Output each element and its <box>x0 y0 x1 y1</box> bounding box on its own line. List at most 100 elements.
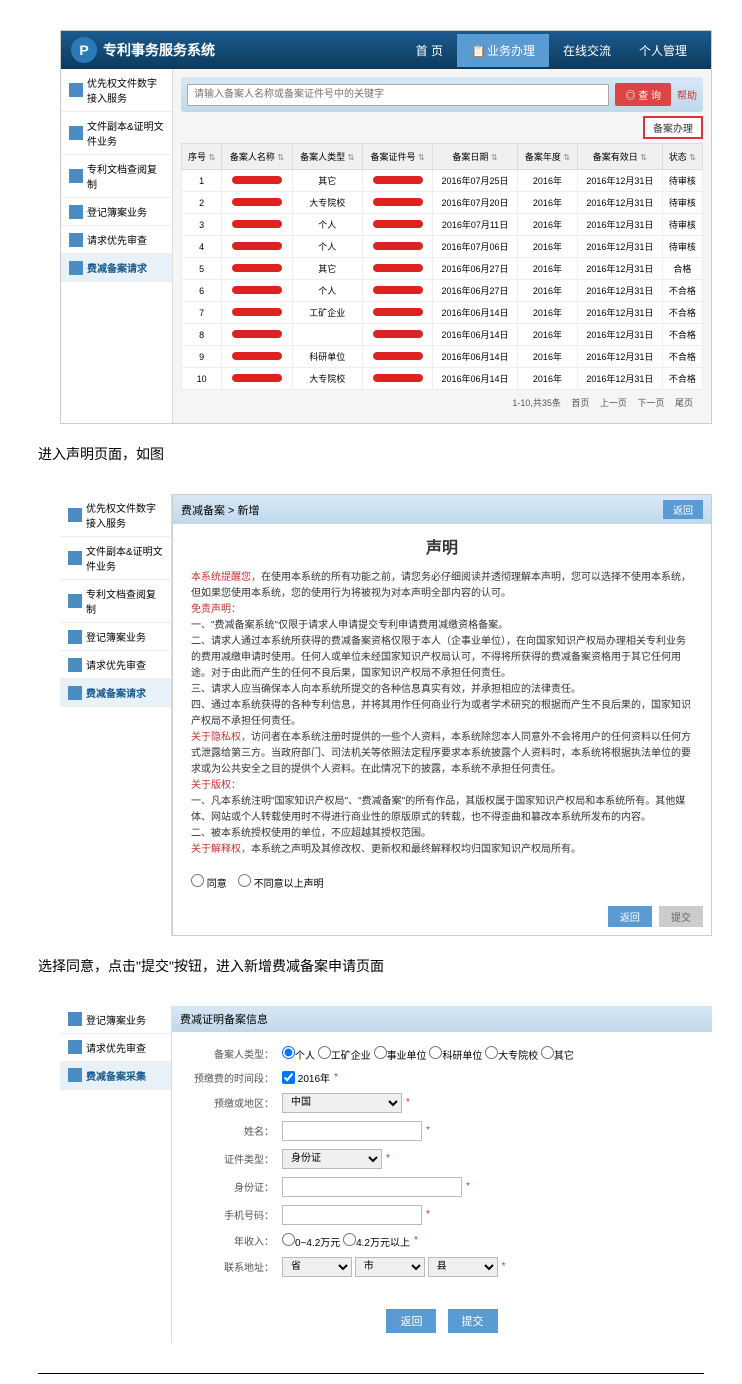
form-back-button[interactable]: 返回 <box>386 1309 436 1333</box>
statement-panel: 费减备案 > 新增 返回 声明 本系统提醒您，在使用本系统的所有功能之前，请您务… <box>172 494 712 936</box>
sidebar3-register[interactable]: 登记簿案业务 <box>60 1006 171 1034</box>
type-radio-0[interactable]: 个人 <box>282 1051 318 1062</box>
city-select[interactable]: 市 <box>355 1257 425 1277</box>
back-button[interactable]: 返回 <box>663 500 703 519</box>
sidebar-item-review[interactable]: 请求优先审查 <box>61 226 172 254</box>
sidebar: 优先权文件数字接入服务 文件副本&证明文件业务 专利文档查阅复制 登记簿案业务 … <box>61 69 173 423</box>
form-header: 费减证明备案信息 <box>172 1006 712 1032</box>
country-select[interactable]: 中国 <box>282 1093 402 1113</box>
sidebar2-copy[interactable]: 文件副本&证明文件业务 <box>60 537 171 580</box>
stmt-p2: 二、请求人通过本系统所获得的费减备案资格仅限于本人（企事业单位），在向国家知识产… <box>191 634 693 682</box>
nav-personal[interactable]: 个人管理 <box>625 34 701 67</box>
income-radio-1[interactable]: 4.2万元以上 <box>343 1238 410 1249</box>
table-header[interactable]: 备案日期 ⇅ <box>433 144 518 170</box>
table-row[interactable]: 3个人2016年07月11日2016年2016年12月31日待审核 <box>182 214 703 236</box>
search-button[interactable]: ◎ 查 询 <box>615 83 671 106</box>
nav-business[interactable]: 📋业务办理 <box>457 34 549 67</box>
table-row[interactable]: 10大专院校2016年06月14日2016年2016年12月31日不合格 <box>182 368 703 390</box>
sidebar-2: 优先权文件数字接入服务 文件副本&证明文件业务 专利文档查阅复制 登记簿案业务 … <box>60 494 172 936</box>
record-action-button[interactable]: 备案办理 <box>643 116 703 139</box>
county-select[interactable]: 县 <box>428 1257 498 1277</box>
sidebar-item-register[interactable]: 登记簿案业务 <box>61 198 172 226</box>
breadcrumb: 费减备案 > 新增 <box>181 502 260 518</box>
table-header[interactable]: 备案证件号 ⇅ <box>362 144 432 170</box>
table-row[interactable]: 6个人2016年06月27日2016年2016年12月31日不合格 <box>182 280 703 302</box>
table-header[interactable]: 备案人类型 ⇅ <box>292 144 362 170</box>
warn-label: 本系统提醒您， <box>191 572 261 583</box>
business-icon: 📋 <box>471 44 483 56</box>
type-radio-3[interactable]: 科研单位 <box>429 1051 485 1062</box>
doc-icon <box>69 205 83 219</box>
doc-icon <box>69 233 83 247</box>
exp-text: 本系统之声明及其修改权、更新权和最终解释权均归国家知识产权局所有。 <box>251 844 581 855</box>
table-row[interactable]: 1其它2016年07月25日2016年2016年12月31日待审核 <box>182 170 703 192</box>
sidebar-item-priority[interactable]: 优先权文件数字接入服务 <box>61 69 172 112</box>
table-row[interactable]: 7工矿企业2016年06月14日2016年2016年12月31日不合格 <box>182 302 703 324</box>
income-label: 年收入： <box>192 1233 282 1248</box>
table-header[interactable]: 备案人名称 ⇅ <box>222 144 292 170</box>
page-last[interactable]: 尾页 <box>675 398 693 408</box>
app-header: P 专利事务服务系统 首 页 📋业务办理 在线交流 个人管理 <box>61 31 711 69</box>
page-first[interactable]: 首页 <box>571 398 589 408</box>
province-select[interactable]: 省 <box>282 1257 352 1277</box>
table-row[interactable]: 4个人2016年07月06日2016年2016年12月31日待审核 <box>182 236 703 258</box>
instruction-2: 选择同意，点击"提交"按钮，进入新增费减备案申请页面 <box>38 956 742 976</box>
form-panel: 费减证明备案信息 备案人类型： 个人 工矿企业 事业单位 科研单位 大专院校 其… <box>172 1006 712 1343</box>
name-input[interactable] <box>282 1121 422 1141</box>
contact-label: 联系地址： <box>192 1259 282 1274</box>
table-row[interactable]: 2大专院校2016年07月20日2016年2016年12月31日待审核 <box>182 192 703 214</box>
table-header[interactable]: 序号 ⇅ <box>182 144 222 170</box>
idtype-select[interactable]: 身份证 <box>282 1149 382 1169</box>
search-input[interactable] <box>187 84 609 106</box>
type-radio-5[interactable]: 其它 <box>541 1051 574 1062</box>
doc-icon <box>69 126 83 140</box>
phone-input[interactable] <box>282 1205 422 1225</box>
search-bar: ◎ 查 询 帮助 <box>181 77 703 112</box>
table-header[interactable]: 备案有效日 ⇅ <box>578 144 663 170</box>
pagination: 1-10,共35条 首页 上一页 下一页 尾页 <box>181 390 703 415</box>
nav-home[interactable]: 首 页 <box>402 34 457 67</box>
sidebar-item-copy[interactable]: 文件副本&证明文件业务 <box>61 112 172 155</box>
sidebar2-review[interactable]: 请求优先审查 <box>60 651 171 679</box>
type-radio-1[interactable]: 工矿企业 <box>318 1051 374 1062</box>
nav-tabs: 首 页 📋业务办理 在线交流 个人管理 <box>402 34 701 67</box>
doc-icon <box>69 83 83 97</box>
table-header[interactable]: 备案年度 ⇅ <box>517 144 577 170</box>
table-header[interactable]: 状态 ⇅ <box>662 144 702 170</box>
help-link[interactable]: 帮助 <box>677 87 697 102</box>
agree-radio[interactable]: 同意 <box>191 879 227 890</box>
stmt-back-button[interactable]: 返回 <box>608 906 652 927</box>
main-app-window: P 专利事务服务系统 首 页 📋业务办理 在线交流 个人管理 优先权文件数字接入… <box>60 30 712 424</box>
idno-input[interactable] <box>282 1177 462 1197</box>
table-row[interactable]: 9科研单位2016年06月14日2016年2016年12月31日不合格 <box>182 346 703 368</box>
page-divider <box>38 1373 704 1374</box>
type-radio-2[interactable]: 事业单位 <box>374 1051 430 1062</box>
doc-icon <box>68 1040 82 1054</box>
sidebar-item-feeReduction[interactable]: 费减备案请求 <box>61 254 172 282</box>
sidebar2-fee[interactable]: 费减备案请求 <box>60 679 171 707</box>
disagree-radio[interactable]: 不同意以上声明 <box>238 879 324 890</box>
year-check[interactable] <box>282 1071 295 1084</box>
nav-online[interactable]: 在线交流 <box>549 34 625 67</box>
page-prev[interactable]: 上一页 <box>600 398 627 408</box>
doc-icon <box>68 1012 82 1026</box>
sidebar2-priority[interactable]: 优先权文件数字接入服务 <box>60 494 171 537</box>
table-row[interactable]: 82016年06月14日2016年2016年12月31日不合格 <box>182 324 703 346</box>
form-submit-button[interactable]: 提交 <box>448 1309 498 1333</box>
sidebar2-view[interactable]: 专利文档查阅复制 <box>60 580 171 623</box>
doc-icon <box>68 658 82 672</box>
sidebar2-register[interactable]: 登记簿案业务 <box>60 623 171 651</box>
doc-icon <box>69 169 83 183</box>
table-row[interactable]: 5其它2016年06月27日2016年2016年12月31日合格 <box>182 258 703 280</box>
statement-title: 声明 <box>191 536 693 562</box>
warn-text: 在使用本系统的所有功能之前，请您务必仔细阅读并透彻理解本声明，您可以选择不使用本… <box>191 572 691 599</box>
sidebar-item-view[interactable]: 专利文档查阅复制 <box>61 155 172 198</box>
copy-label: 关于版权： <box>191 778 693 794</box>
stmt-submit-button[interactable]: 提交 <box>659 906 703 927</box>
sidebar3-review[interactable]: 请求优先审查 <box>60 1034 171 1062</box>
type-radio-4[interactable]: 大专院校 <box>485 1051 541 1062</box>
country-label: 预缴或地区： <box>192 1095 282 1110</box>
income-radio-0[interactable]: 0~4.2万元 <box>282 1238 343 1249</box>
page-next[interactable]: 下一页 <box>637 398 664 408</box>
sidebar3-fee[interactable]: 费减备案采集 <box>60 1062 171 1090</box>
